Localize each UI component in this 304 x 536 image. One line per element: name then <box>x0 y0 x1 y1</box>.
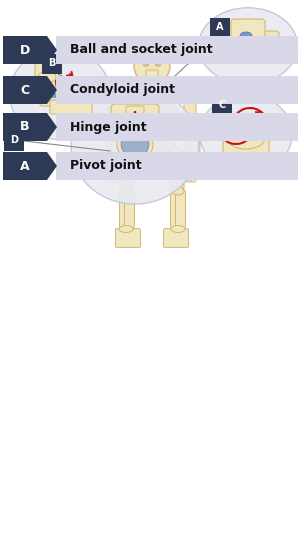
Circle shape <box>185 131 195 141</box>
Ellipse shape <box>199 8 298 84</box>
FancyBboxPatch shape <box>120 152 133 190</box>
FancyBboxPatch shape <box>116 228 140 248</box>
Ellipse shape <box>229 125 263 139</box>
FancyBboxPatch shape <box>50 100 92 114</box>
Text: Condyloid joint: Condyloid joint <box>70 84 175 96</box>
Circle shape <box>121 130 149 158</box>
FancyBboxPatch shape <box>56 36 298 64</box>
FancyBboxPatch shape <box>188 168 193 182</box>
FancyBboxPatch shape <box>171 190 181 227</box>
Circle shape <box>134 48 170 84</box>
Text: C: C <box>20 84 29 96</box>
FancyBboxPatch shape <box>108 96 120 134</box>
Text: C: C <box>218 100 226 110</box>
FancyBboxPatch shape <box>189 134 200 166</box>
Ellipse shape <box>113 123 157 141</box>
FancyBboxPatch shape <box>40 88 80 106</box>
FancyBboxPatch shape <box>148 95 156 112</box>
Ellipse shape <box>110 93 124 103</box>
Ellipse shape <box>200 94 292 174</box>
FancyBboxPatch shape <box>56 76 298 104</box>
FancyBboxPatch shape <box>223 133 269 157</box>
Ellipse shape <box>106 165 118 172</box>
Ellipse shape <box>240 32 252 40</box>
Text: D: D <box>20 43 30 56</box>
FancyBboxPatch shape <box>217 31 279 51</box>
Ellipse shape <box>71 88 199 204</box>
Ellipse shape <box>186 165 198 172</box>
Text: B: B <box>48 58 56 68</box>
Text: B: B <box>20 121 30 133</box>
FancyBboxPatch shape <box>146 70 158 88</box>
Circle shape <box>169 147 183 161</box>
Ellipse shape <box>134 143 170 159</box>
FancyBboxPatch shape <box>171 152 184 190</box>
Ellipse shape <box>38 71 56 83</box>
FancyBboxPatch shape <box>108 168 113 182</box>
FancyBboxPatch shape <box>42 93 78 98</box>
FancyBboxPatch shape <box>3 152 47 180</box>
FancyBboxPatch shape <box>126 106 144 128</box>
Text: A: A <box>216 22 224 32</box>
Circle shape <box>121 147 135 161</box>
Ellipse shape <box>171 226 185 233</box>
Text: Hinge joint: Hinge joint <box>70 121 147 133</box>
FancyBboxPatch shape <box>107 134 118 166</box>
FancyBboxPatch shape <box>56 113 298 141</box>
Polygon shape <box>47 76 57 104</box>
FancyBboxPatch shape <box>191 168 196 182</box>
FancyBboxPatch shape <box>231 19 265 41</box>
FancyBboxPatch shape <box>175 190 185 227</box>
Text: Ball and socket joint: Ball and socket joint <box>70 43 212 56</box>
Circle shape <box>109 131 119 141</box>
FancyBboxPatch shape <box>111 104 159 140</box>
FancyBboxPatch shape <box>114 168 119 182</box>
Polygon shape <box>47 152 57 180</box>
Ellipse shape <box>155 62 161 66</box>
Text: D: D <box>10 135 18 145</box>
FancyBboxPatch shape <box>3 113 47 141</box>
Ellipse shape <box>126 139 178 163</box>
FancyBboxPatch shape <box>185 134 196 166</box>
FancyBboxPatch shape <box>210 18 230 38</box>
Polygon shape <box>47 113 57 141</box>
Polygon shape <box>47 36 57 64</box>
Ellipse shape <box>143 62 149 66</box>
Text: A: A <box>20 160 30 173</box>
FancyBboxPatch shape <box>111 168 116 182</box>
Ellipse shape <box>119 226 133 233</box>
FancyBboxPatch shape <box>42 54 62 74</box>
FancyBboxPatch shape <box>3 76 47 104</box>
Ellipse shape <box>123 97 181 145</box>
Ellipse shape <box>117 125 153 139</box>
FancyBboxPatch shape <box>35 63 59 91</box>
FancyBboxPatch shape <box>4 131 24 151</box>
Ellipse shape <box>180 93 194 103</box>
Text: Pivot joint: Pivot joint <box>70 160 142 173</box>
Circle shape <box>117 126 153 162</box>
FancyBboxPatch shape <box>56 152 298 180</box>
FancyBboxPatch shape <box>111 134 122 166</box>
Ellipse shape <box>172 187 184 195</box>
FancyBboxPatch shape <box>164 228 188 248</box>
FancyBboxPatch shape <box>3 36 47 64</box>
FancyBboxPatch shape <box>212 96 232 116</box>
FancyBboxPatch shape <box>185 168 190 182</box>
FancyBboxPatch shape <box>119 190 130 227</box>
FancyBboxPatch shape <box>184 96 196 134</box>
Ellipse shape <box>10 48 110 139</box>
Ellipse shape <box>120 187 132 195</box>
Ellipse shape <box>227 127 265 149</box>
FancyBboxPatch shape <box>125 190 134 227</box>
